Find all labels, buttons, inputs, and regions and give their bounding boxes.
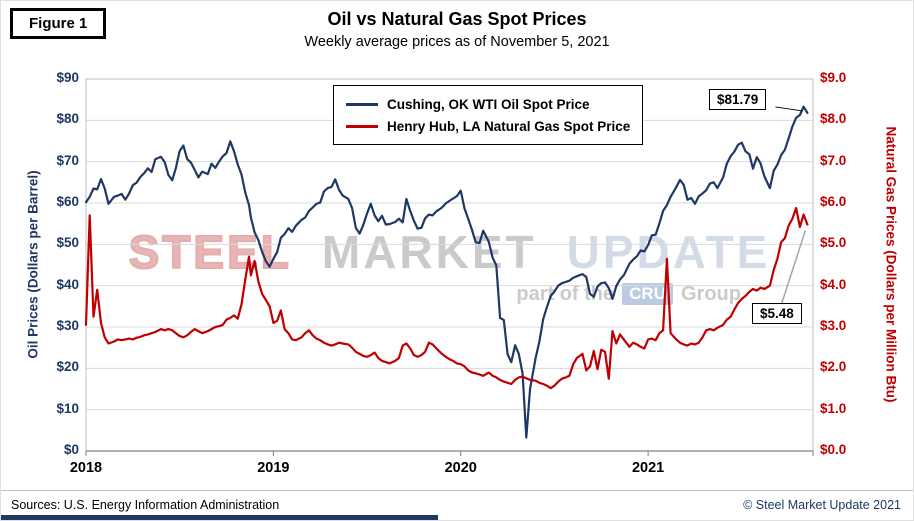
legend-item-gas: Henry Hub, LA Natural Gas Spot Price [346,115,630,137]
legend-label-oil: Cushing, OK WTI Oil Spot Price [387,96,590,112]
tick-label: $1.0 [820,400,847,416]
tick-label: $4.0 [820,276,847,292]
oil-end-value-callout: $81.79 [709,89,767,110]
plot-area [84,78,814,456]
footer-accent-bar [1,515,438,520]
sources-note: Sources: U.S. Energy Information Adminis… [11,498,280,512]
tick-label: 2020 [444,460,477,476]
legend-label-gas: Henry Hub, LA Natural Gas Spot Price [387,118,631,134]
tick-label: 2021 [631,460,665,476]
chart-title: Oil vs Natural Gas Spot Prices [327,9,587,29]
tick-label: $6.0 [820,194,847,209]
tick-label: $0 [63,442,79,457]
legend: Cushing, OK WTI Oil Spot Price Henry Hub… [333,85,644,145]
tick-label: 2019 [257,460,290,476]
right-axis-title: Natural Gas Prices (Dollars per Million … [883,126,899,403]
legend-item-oil: Cushing, OK WTI Oil Spot Price [346,93,630,115]
gas-line-swatch [346,124,378,128]
figure-number-badge: Figure 1 [10,8,107,39]
tick-label: $8.0 [820,111,847,127]
tick-label: $90 [56,70,79,85]
left-axis-title: Oil Prices (Dollars per Barrel) [25,170,41,359]
footer-divider [1,490,913,491]
gas-end-value-callout: $5.48 [752,303,802,324]
tick-label: $3.0 [820,318,847,333]
tick-label: $2.0 [820,359,847,375]
oil-line-swatch [346,102,378,106]
copyright-note: © Steel Market Update 2021 [743,498,901,512]
chart-subtitle: Weekly average prices as of November 5, … [304,34,610,50]
tick-label: $0.0 [820,442,847,457]
tick-label: 2018 [69,460,103,476]
tick-label: $9.0 [820,70,847,85]
tick-label: $7.0 [820,152,847,168]
tick-label: $5.0 [820,235,847,251]
